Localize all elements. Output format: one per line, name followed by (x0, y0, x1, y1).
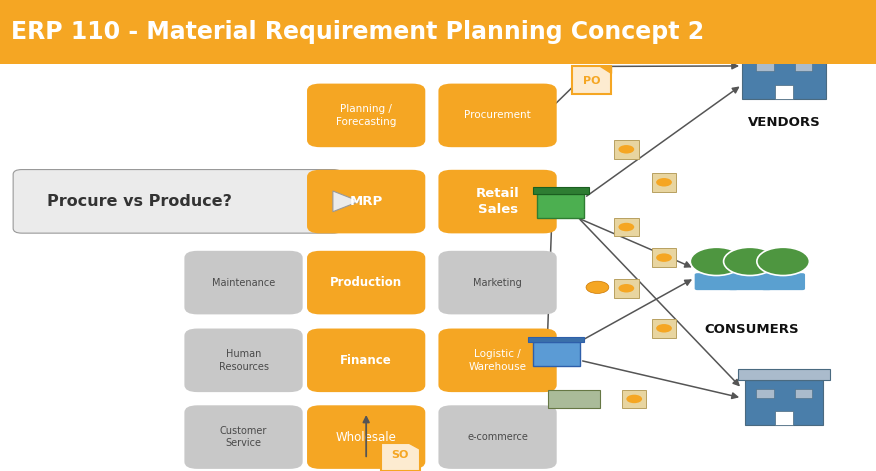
Text: Finance: Finance (340, 354, 392, 367)
Circle shape (618, 284, 634, 292)
Circle shape (656, 324, 672, 333)
Text: Production: Production (330, 276, 402, 289)
Text: Wholesale: Wholesale (336, 430, 397, 444)
FancyBboxPatch shape (728, 273, 772, 290)
FancyBboxPatch shape (614, 218, 639, 236)
Text: CONSUMERS: CONSUMERS (704, 323, 799, 336)
FancyBboxPatch shape (652, 173, 676, 192)
Text: Maintenance: Maintenance (212, 277, 275, 288)
FancyBboxPatch shape (695, 273, 738, 290)
FancyBboxPatch shape (652, 319, 676, 338)
FancyBboxPatch shape (307, 84, 426, 147)
Text: Procure vs Produce?: Procure vs Produce? (46, 194, 231, 209)
Polygon shape (599, 66, 611, 73)
Text: PO: PO (583, 76, 600, 87)
Circle shape (724, 247, 776, 276)
FancyBboxPatch shape (185, 329, 303, 392)
FancyBboxPatch shape (0, 0, 876, 64)
Circle shape (656, 253, 672, 262)
FancyBboxPatch shape (307, 405, 426, 469)
FancyBboxPatch shape (438, 405, 557, 469)
FancyBboxPatch shape (185, 251, 303, 315)
FancyBboxPatch shape (438, 251, 557, 315)
FancyBboxPatch shape (795, 61, 812, 71)
Text: Marketing: Marketing (473, 277, 522, 288)
FancyBboxPatch shape (761, 273, 805, 290)
FancyBboxPatch shape (756, 61, 774, 71)
FancyBboxPatch shape (745, 381, 823, 425)
Text: Human
Resources: Human Resources (218, 349, 269, 372)
FancyBboxPatch shape (775, 411, 793, 425)
Circle shape (757, 247, 809, 276)
FancyBboxPatch shape (795, 389, 812, 398)
FancyBboxPatch shape (13, 170, 342, 233)
FancyBboxPatch shape (652, 248, 676, 267)
Circle shape (626, 395, 642, 403)
Text: Planning /
Forecasting: Planning / Forecasting (336, 104, 396, 127)
FancyBboxPatch shape (743, 52, 825, 99)
Circle shape (618, 223, 634, 231)
Circle shape (656, 178, 672, 187)
FancyBboxPatch shape (738, 368, 830, 381)
Text: SO: SO (392, 449, 409, 460)
Polygon shape (408, 443, 420, 449)
FancyBboxPatch shape (528, 337, 584, 342)
FancyBboxPatch shape (307, 170, 426, 234)
FancyBboxPatch shape (548, 390, 600, 408)
Text: VENDORS: VENDORS (747, 116, 821, 129)
FancyBboxPatch shape (756, 389, 774, 398)
Text: Retail
Sales: Retail Sales (476, 187, 519, 216)
FancyBboxPatch shape (533, 187, 589, 194)
FancyBboxPatch shape (614, 140, 639, 159)
Text: e-commerce: e-commerce (467, 432, 528, 442)
Circle shape (690, 247, 743, 276)
FancyBboxPatch shape (614, 279, 639, 298)
Text: Logistic /
Warehouse: Logistic / Warehouse (469, 349, 526, 372)
Circle shape (586, 281, 609, 293)
FancyBboxPatch shape (438, 170, 557, 234)
Text: MRP: MRP (350, 195, 383, 208)
FancyBboxPatch shape (380, 443, 420, 471)
Circle shape (618, 145, 634, 154)
FancyBboxPatch shape (736, 38, 832, 52)
FancyBboxPatch shape (571, 66, 611, 94)
FancyBboxPatch shape (185, 405, 303, 469)
Text: ERP 110 - Material Requirement Planning Concept 2: ERP 110 - Material Requirement Planning … (11, 20, 703, 44)
FancyBboxPatch shape (307, 251, 426, 315)
FancyBboxPatch shape (533, 342, 580, 366)
FancyBboxPatch shape (438, 329, 557, 392)
FancyBboxPatch shape (307, 329, 426, 392)
Polygon shape (333, 191, 359, 212)
FancyBboxPatch shape (622, 390, 646, 408)
FancyBboxPatch shape (775, 85, 793, 99)
FancyBboxPatch shape (438, 84, 557, 147)
Text: Customer
Service: Customer Service (220, 426, 267, 448)
Text: Procurement: Procurement (464, 110, 531, 121)
FancyBboxPatch shape (537, 194, 584, 218)
